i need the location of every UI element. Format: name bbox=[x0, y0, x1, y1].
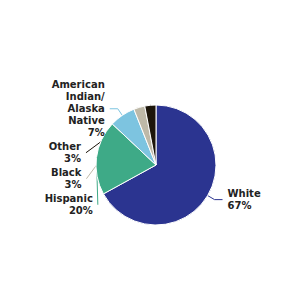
svg-text:67%: 67% bbox=[228, 200, 252, 211]
svg-text:Alaska: Alaska bbox=[68, 103, 105, 114]
svg-text:7%: 7% bbox=[88, 127, 105, 138]
svg-text:Other: Other bbox=[49, 141, 81, 152]
svg-text:20%: 20% bbox=[69, 205, 93, 216]
svg-text:3%: 3% bbox=[64, 153, 81, 164]
svg-text:Indian/: Indian/ bbox=[66, 91, 105, 102]
svg-text:White: White bbox=[228, 188, 261, 199]
svg-text:Native: Native bbox=[68, 115, 105, 126]
svg-text:American: American bbox=[52, 79, 105, 90]
svg-text:Hispanic: Hispanic bbox=[45, 193, 93, 204]
svg-text:3%: 3% bbox=[64, 179, 81, 190]
svg-text:Black: Black bbox=[51, 167, 82, 178]
